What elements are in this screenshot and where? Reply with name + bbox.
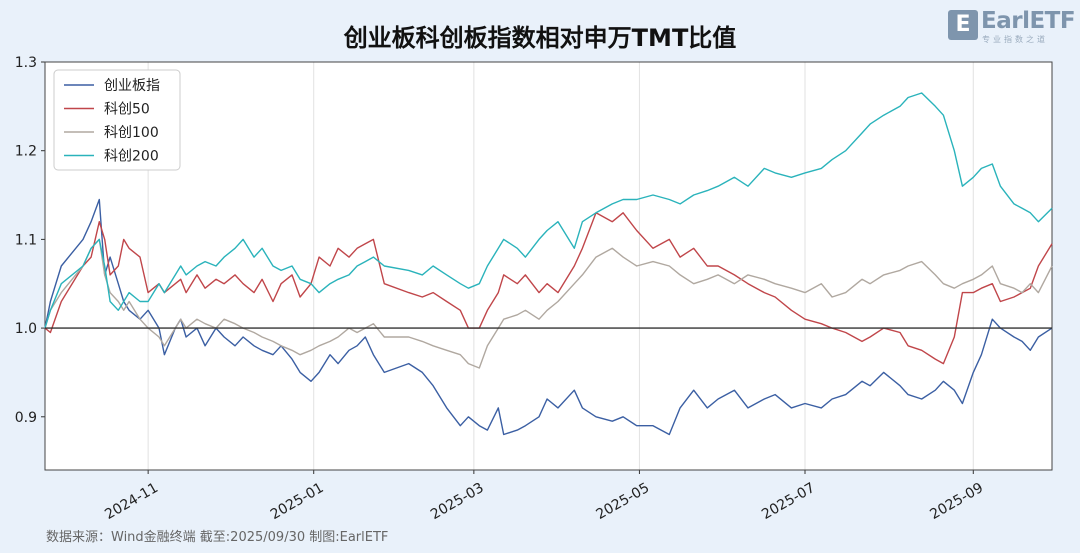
logo-tagline: 专业指数之道 (982, 35, 1048, 44)
grid (45, 62, 1052, 470)
legend-label: 科创200 (104, 149, 159, 165)
y-tick-label: 1.3 (15, 55, 37, 71)
series-line (44, 212, 1053, 365)
x-tick-label: 2025-07 (759, 480, 818, 523)
x-tick-label: 2025-01 (268, 480, 327, 523)
legend-label: 创业板指 (104, 78, 160, 94)
x-tick-label: 2025-03 (428, 480, 487, 523)
chart-title: 创业板科创板指数相对申万TMT比值 (343, 24, 737, 52)
logo-mark-icon: E (948, 10, 978, 40)
earletf-logo: E EarlETF 专业指数之道 (948, 8, 1076, 44)
y-tick-label: 0.9 (15, 410, 37, 426)
series-line (44, 92, 1053, 329)
y-tick-label: 1.2 (15, 144, 37, 160)
legend-label: 科创100 (104, 125, 159, 141)
plot-area (45, 62, 1052, 470)
x-tick-label: 2025-05 (594, 480, 653, 523)
source-note: 数据来源：Wind金融终端 截至:2025/09/30 制图:EarlETF (46, 530, 389, 545)
x-tick-label: 2025-09 (927, 480, 986, 523)
y-tick-label: 1.1 (15, 232, 37, 248)
legend-label: 科创50 (104, 102, 150, 118)
y-tick-label: 1.0 (15, 321, 37, 337)
logo-text: EarlETF (981, 8, 1076, 34)
series-lines (44, 92, 1053, 436)
x-tick-label: 2024-11 (102, 480, 161, 523)
series-line (44, 238, 1053, 369)
legend-box (53, 69, 181, 171)
